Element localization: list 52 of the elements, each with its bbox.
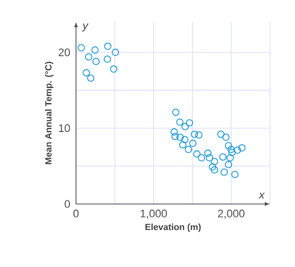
- point: [226, 154, 234, 162]
- point: [112, 48, 120, 56]
- point: [91, 46, 99, 54]
- point: [82, 69, 90, 76]
- point: [210, 166, 218, 174]
- point: [220, 168, 228, 176]
- point: [224, 160, 232, 168]
- point: [190, 130, 198, 138]
- point: [234, 146, 242, 154]
- point: [204, 150, 212, 157]
- annotation: y: [82, 24, 89, 32]
- y-axis-title: Mean Annual Temp. (°C): [44, 62, 54, 164]
- y-tick-label: 0: [64, 200, 70, 208]
- point: [176, 134, 184, 141]
- point: [87, 74, 94, 82]
- y-tick-label: 10: [58, 124, 70, 132]
- point: [208, 163, 216, 170]
- point: [238, 144, 246, 152]
- point: [110, 65, 118, 73]
- point: [181, 136, 188, 144]
- x-tick-label: 1,000: [140, 210, 167, 219]
- point: [92, 58, 100, 66]
- x-tick-label: 0: [73, 210, 79, 218]
- point: [224, 142, 232, 150]
- point: [186, 119, 194, 127]
- y-tick-label: 20: [58, 48, 70, 56]
- point: [170, 128, 178, 136]
- point: [172, 108, 180, 116]
- point: [193, 150, 200, 158]
- point: [228, 148, 236, 156]
- x-tick-label: 2,000: [218, 210, 244, 219]
- point: [176, 118, 184, 126]
- point: [184, 146, 192, 154]
- point: [85, 53, 92, 61]
- point: [171, 132, 179, 140]
- point: [206, 154, 214, 162]
- point: [104, 56, 111, 63]
- point: [189, 140, 197, 147]
- point: [78, 44, 85, 52]
- point: [210, 158, 218, 166]
- point: [195, 131, 202, 139]
- point: [222, 134, 230, 141]
- point: [179, 141, 186, 148]
- x-axis-title: Elevation (m): [145, 224, 201, 232]
- point: [231, 170, 239, 178]
- point: [104, 42, 112, 50]
- point: [181, 123, 189, 130]
- point: [198, 154, 206, 162]
- point: [227, 146, 235, 154]
- point: [217, 130, 225, 138]
- annotation: x: [258, 192, 265, 198]
- point: [219, 153, 227, 161]
